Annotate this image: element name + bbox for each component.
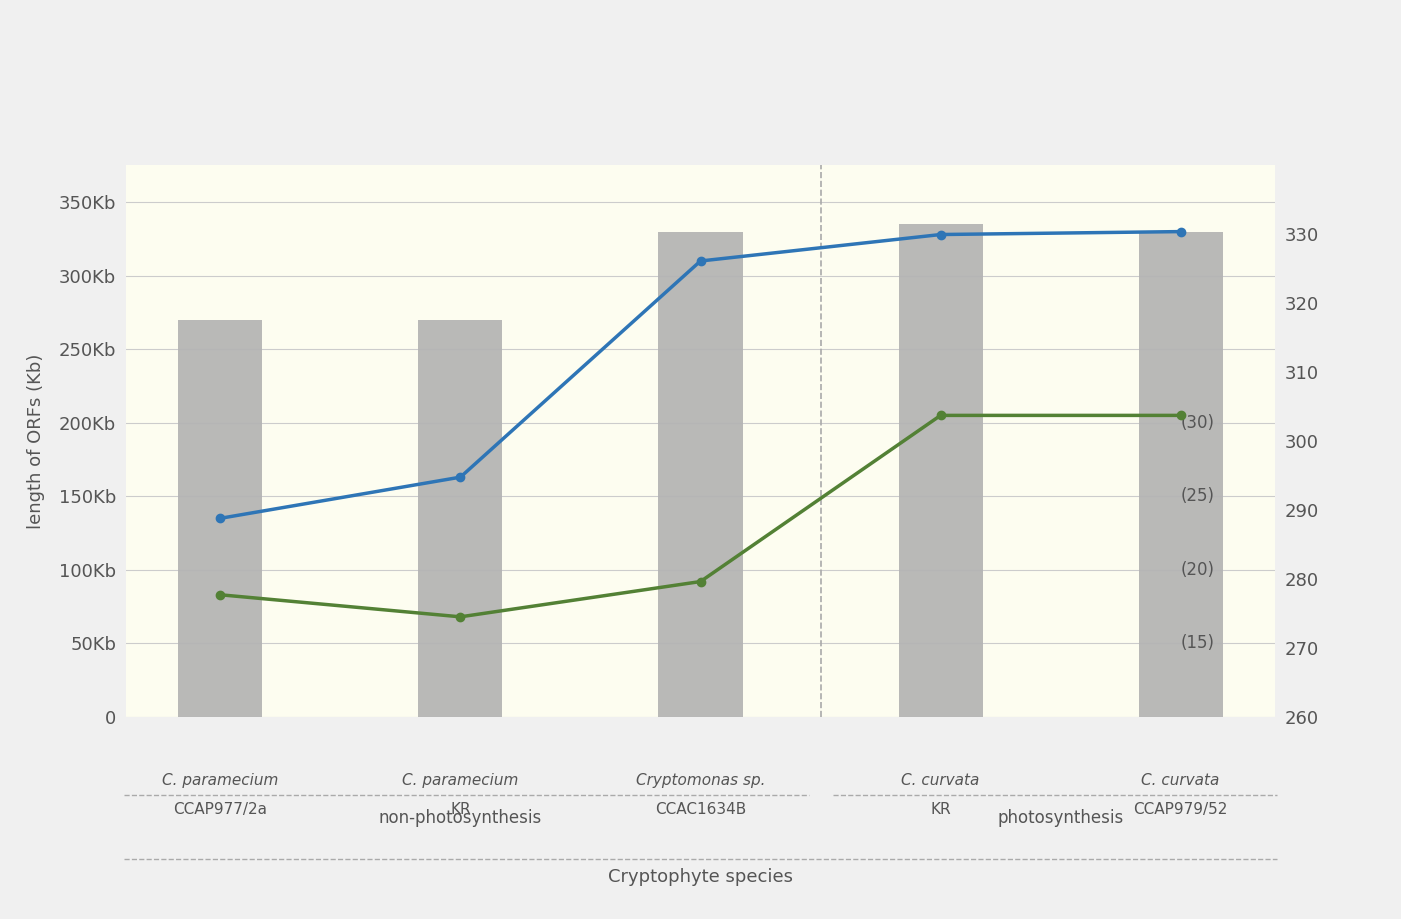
Bar [178, 320, 262, 717]
Bar [419, 320, 503, 717]
Text: C. curvata: C. curvata [1142, 773, 1220, 788]
Text: C. paramecium: C. paramecium [402, 773, 518, 788]
Bar [898, 224, 982, 717]
Text: Cryptophyte species: Cryptophyte species [608, 868, 793, 887]
Text: photosynthesis: photosynthesis [998, 809, 1124, 827]
Text: CCAP977/2a: CCAP977/2a [174, 802, 268, 817]
Text: C. curvata: C. curvata [901, 773, 979, 788]
Text: C. paramecium: C. paramecium [163, 773, 279, 788]
Text: (25): (25) [1181, 487, 1215, 505]
Text: CCAP979/52: CCAP979/52 [1133, 802, 1227, 817]
Y-axis label: length of ORFs (Kb): length of ORFs (Kb) [27, 354, 45, 528]
Text: KR: KR [930, 802, 951, 817]
Text: (15): (15) [1181, 634, 1215, 652]
Text: (20): (20) [1181, 561, 1215, 579]
Text: Cryptomonas sp.: Cryptomonas sp. [636, 773, 765, 788]
Text: CCAC1634B: CCAC1634B [654, 802, 747, 817]
Bar [1139, 232, 1223, 717]
Bar [658, 232, 743, 717]
Text: KR: KR [450, 802, 471, 817]
Text: (30): (30) [1181, 414, 1215, 432]
Text: non-photosynthesis: non-photosynthesis [378, 809, 542, 827]
